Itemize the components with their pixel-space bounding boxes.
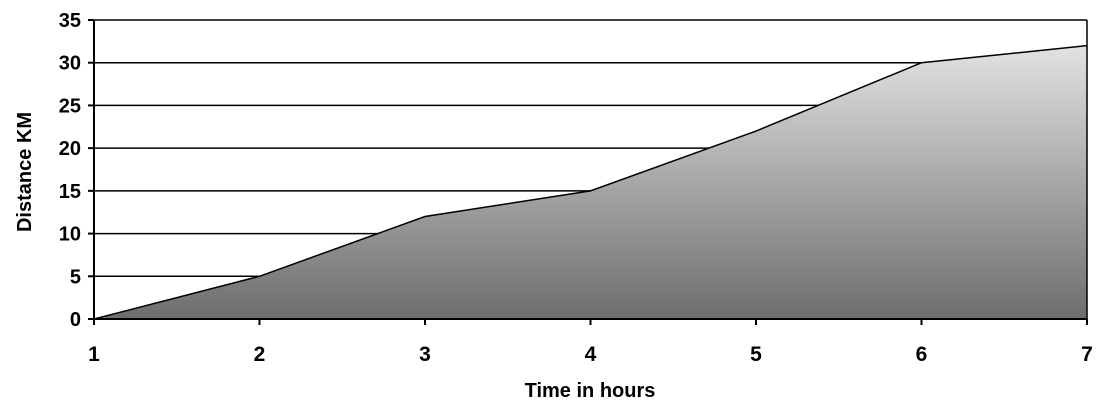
x-tick-labels: 1 2 3 4 5 6 7 <box>88 343 1093 366</box>
y-tick-label-25: 25 <box>59 95 81 117</box>
y-tick-label-30: 30 <box>59 53 81 75</box>
y-tick-label-20: 20 <box>59 138 81 160</box>
x-tick-label-2: 2 <box>254 343 266 366</box>
x-tick-label-1: 1 <box>88 343 100 366</box>
x-axis-title: Time in hours <box>525 380 656 402</box>
x-tick-label-6: 6 <box>916 343 928 366</box>
y-tick-label-5: 5 <box>70 266 81 288</box>
area-series <box>94 46 1087 319</box>
y-tick-label-15: 15 <box>59 181 81 203</box>
y-tick-label-0: 0 <box>70 309 81 331</box>
y-axis-title: Distance KM <box>14 112 36 232</box>
y-tick-label-35: 35 <box>59 10 81 32</box>
x-tick-label-4: 4 <box>585 343 597 366</box>
x-tick-label-3: 3 <box>419 343 431 366</box>
area-fill <box>94 46 1087 319</box>
x-tick-label-7: 7 <box>1081 343 1093 366</box>
y-tick-label-10: 10 <box>59 224 81 246</box>
x-tick-label-5: 5 <box>750 343 762 366</box>
y-tick-labels: 0 5 10 15 20 25 30 35 <box>59 10 81 331</box>
